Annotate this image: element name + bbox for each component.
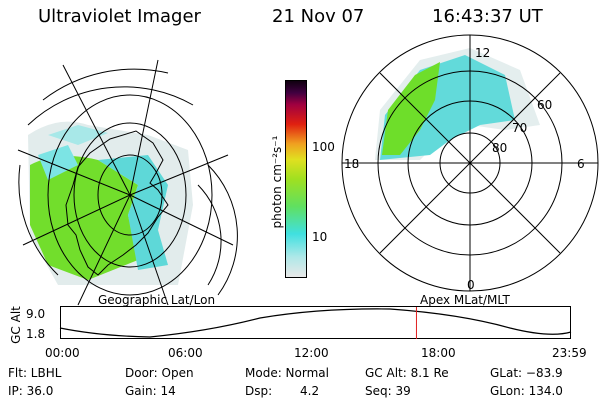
magnetic-polar-map bbox=[341, 34, 599, 292]
altitude-curve bbox=[59, 308, 572, 338]
geographic-map bbox=[17, 59, 238, 306]
glon-info: GLon: 134.0 bbox=[490, 384, 563, 398]
alt-ylabel: GC Alt bbox=[9, 306, 23, 344]
lat-label-60: 60 bbox=[537, 98, 553, 112]
oval-fill-green bbox=[382, 62, 440, 155]
colorbar-tick-10: 10 bbox=[312, 230, 328, 244]
dsp-value: 4.2 bbox=[300, 384, 320, 398]
coastline bbox=[65, 130, 169, 276]
alt-xtick-4: 23:59 bbox=[552, 346, 587, 360]
door-info: Door: Open bbox=[125, 366, 194, 380]
instrument-title: Ultraviolet Imager bbox=[38, 6, 201, 27]
apex-label: Apex MLat/MLT bbox=[420, 293, 510, 307]
alt-xtick-0: 00:00 bbox=[45, 346, 80, 360]
mlt-label-18: 18 bbox=[344, 157, 360, 171]
alt-xtick-2: 12:00 bbox=[294, 346, 329, 360]
mlt-label-6: 6 bbox=[577, 157, 585, 171]
ip-info: IP: 36.0 bbox=[8, 384, 54, 398]
alt-ytick-top: 9.0 bbox=[26, 307, 46, 321]
alt-xtick-3: 18:00 bbox=[421, 346, 456, 360]
gain-info: Gain: 14 bbox=[125, 384, 176, 398]
glat-info: GLat: −83.9 bbox=[490, 366, 563, 380]
mlt-label-0: 0 bbox=[467, 278, 475, 292]
lat-label-80: 80 bbox=[492, 141, 508, 155]
seq-info: Seq: 39 bbox=[365, 384, 411, 398]
gc-alt-info: GC Alt: 8.1 Re bbox=[365, 366, 449, 380]
alt-xtick-1: 06:00 bbox=[168, 346, 203, 360]
dsp-label: Dsp: bbox=[245, 384, 273, 398]
mode-info: Mode: Normal bbox=[245, 366, 329, 380]
alt-ytick-bottom: 1.8 bbox=[26, 327, 46, 341]
time-label: 16:43:37 UT bbox=[432, 6, 543, 27]
colorbar-tick-100: 100 bbox=[312, 140, 335, 154]
colorbar-unit-label: photon cm⁻²s⁻¹ bbox=[270, 135, 284, 229]
geographic-label: Geographic Lat/Lon bbox=[98, 293, 216, 307]
altitude-plot bbox=[59, 306, 572, 339]
lat-label-70: 70 bbox=[512, 121, 528, 135]
filter-info: Flt: LBHL bbox=[8, 366, 62, 380]
colorbar bbox=[285, 80, 307, 278]
date-label: 21 Nov 07 bbox=[272, 6, 365, 27]
mlt-label-12: 12 bbox=[475, 46, 491, 60]
